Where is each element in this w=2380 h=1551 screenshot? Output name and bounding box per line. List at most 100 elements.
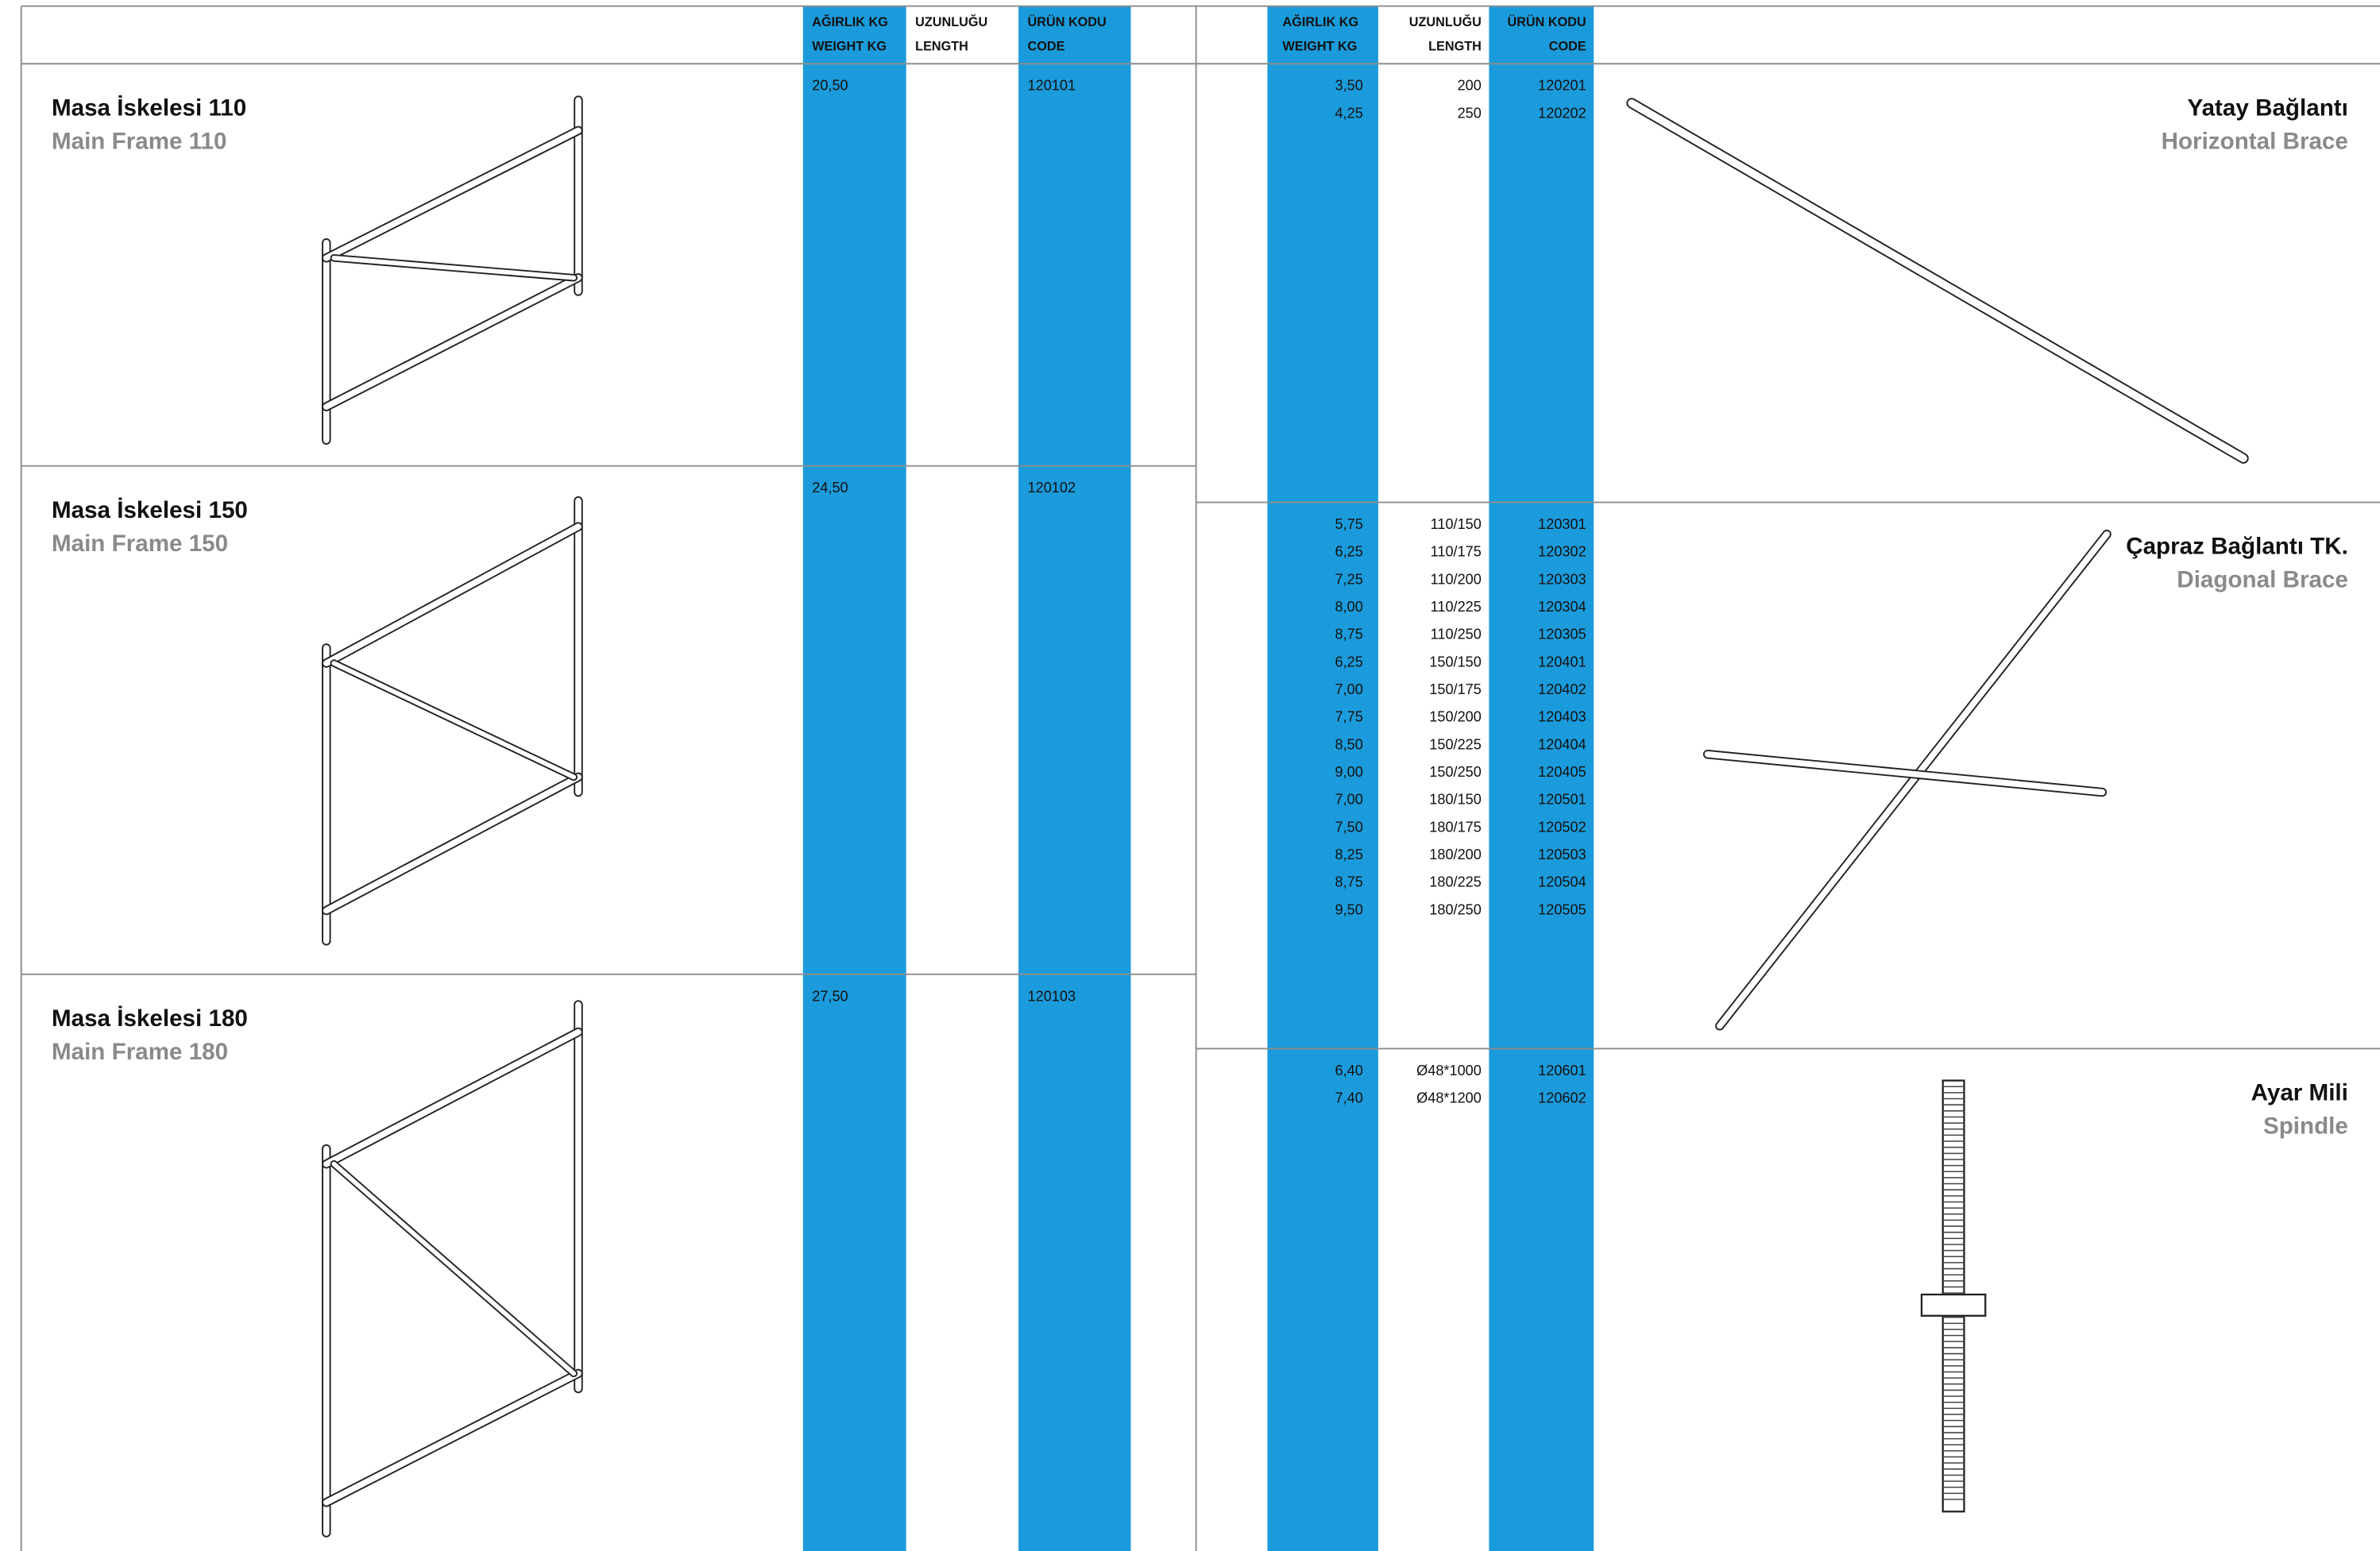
column-header: UZUNLUĞU xyxy=(915,14,987,29)
cell-length: 150/225 xyxy=(1429,736,1482,752)
cell-code: 120101 xyxy=(1028,78,1076,94)
cell-weight: 7,00 xyxy=(1335,681,1363,697)
cell-weight: 24,50 xyxy=(812,480,848,496)
cell-weight: 9,50 xyxy=(1335,901,1363,917)
cell-weight: 8,25 xyxy=(1335,847,1363,862)
column-header: AĞIRLIK KG xyxy=(812,14,888,29)
cell-weight: 8,75 xyxy=(1335,874,1363,890)
cell-code: 120504 xyxy=(1538,874,1586,890)
cell-length: 110/150 xyxy=(1431,516,1482,532)
tube-fill xyxy=(331,661,577,780)
cell-code: 120501 xyxy=(1538,792,1586,808)
code-column xyxy=(1018,6,1131,1551)
cell-code: 120305 xyxy=(1538,627,1586,642)
tube-fill xyxy=(1717,531,2110,1029)
product-name-en: Main Frame 180 xyxy=(52,1039,228,1065)
cell-length: Ø48*1200 xyxy=(1416,1090,1482,1106)
cell-weight: 3,50 xyxy=(1335,78,1363,94)
cell-weight: 27,50 xyxy=(812,988,848,1004)
product-name-en: Main Frame 150 xyxy=(52,531,228,557)
product-name: Yatay Bağlantı xyxy=(2187,95,2347,121)
cell-length: 110/225 xyxy=(1431,599,1482,615)
cell-length: 110/200 xyxy=(1431,571,1482,587)
cell-weight: 6,25 xyxy=(1335,654,1363,669)
cell-weight: 7,40 xyxy=(1335,1090,1363,1106)
cell-weight: 7,25 xyxy=(1335,571,1363,587)
cell-length: 180/225 xyxy=(1429,874,1482,890)
cell-length: 110/175 xyxy=(1431,544,1482,560)
product-name-en: Diagonal Brace xyxy=(2177,567,2348,593)
weight-column xyxy=(802,6,906,1551)
cell-code: 120403 xyxy=(1538,709,1586,725)
tube-fill xyxy=(323,523,581,666)
cell-length: 180/200 xyxy=(1429,847,1482,862)
cell-weight: 8,00 xyxy=(1335,599,1363,615)
cell-code: 120503 xyxy=(1538,847,1586,862)
cell-weight: 9,00 xyxy=(1335,764,1363,780)
cell-weight: 7,00 xyxy=(1335,792,1363,808)
cell-length: 180/175 xyxy=(1429,819,1482,835)
grid xyxy=(20,5,2380,1551)
weight-column xyxy=(1267,6,1378,1551)
cell-code: 120301 xyxy=(1538,516,1586,532)
cell-weight: 7,75 xyxy=(1335,709,1363,725)
cell-code: 120405 xyxy=(1538,764,1586,780)
column-header: ÜRÜN KODU xyxy=(1028,14,1107,29)
cell-weight: 7,50 xyxy=(1335,819,1363,835)
code-column xyxy=(1489,6,1594,1551)
cell-length: 180/150 xyxy=(1429,792,1482,808)
tube-fill xyxy=(323,1028,581,1167)
cell-length: 110/250 xyxy=(1431,627,1482,642)
column-header: LENGTH xyxy=(1428,40,1482,54)
cell-code: 120602 xyxy=(1538,1090,1586,1106)
cell-code: 120302 xyxy=(1538,544,1586,560)
cell-weight: 8,75 xyxy=(1335,627,1363,642)
cell-code: 120103 xyxy=(1028,988,1076,1004)
column-header: AĞIRLIK KG xyxy=(1283,14,1359,29)
product-name: Ayar Mili xyxy=(2251,1080,2348,1106)
cell-code: 120303 xyxy=(1538,571,1586,587)
cell-code: 120102 xyxy=(1028,480,1076,496)
cell-code: 120202 xyxy=(1538,105,1586,121)
product-name: Masa İskelesi 110 xyxy=(52,95,246,121)
cell-weight: 6,40 xyxy=(1335,1063,1363,1078)
cell-code: 120601 xyxy=(1538,1063,1586,1078)
cell-weight: 6,25 xyxy=(1335,544,1363,560)
cell-length: 200 xyxy=(1458,78,1482,94)
product-name-en: Main Frame 110 xyxy=(52,128,227,154)
product-name-en: Spindle xyxy=(2263,1113,2348,1140)
cell-weight: 8,50 xyxy=(1335,736,1363,752)
cell-code: 120304 xyxy=(1538,599,1586,615)
column-header: WEIGHT KG xyxy=(812,40,887,54)
cell-weight: 4,25 xyxy=(1335,105,1363,121)
product-name: Çapraz Bağlantı TK. xyxy=(2126,534,2348,560)
spindle-plate xyxy=(1920,1293,1987,1317)
cell-weight: 20,50 xyxy=(812,78,848,94)
tube-fill xyxy=(323,774,581,914)
cell-length: 150/200 xyxy=(1429,709,1482,725)
tube-fill xyxy=(331,1161,577,1376)
column-header: CODE xyxy=(1028,40,1065,54)
column-header: ÜRÜN KODU xyxy=(1507,14,1586,29)
cell-code: 120505 xyxy=(1538,901,1586,917)
column-header: UZUNLUĞU xyxy=(1409,14,1482,29)
cell-code: 120502 xyxy=(1538,819,1586,835)
column-header: CODE xyxy=(1549,40,1586,54)
cell-length: 150/175 xyxy=(1429,681,1482,697)
cell-code: 120402 xyxy=(1538,681,1586,697)
cell-length: Ø48*1000 xyxy=(1416,1063,1482,1078)
column-header: LENGTH xyxy=(915,40,968,54)
cell-length: 250 xyxy=(1458,105,1482,121)
product-name: Masa İskelesi 180 xyxy=(52,1005,248,1032)
illustrations xyxy=(322,95,2249,1537)
tube-fill xyxy=(331,255,577,280)
cell-code: 120201 xyxy=(1538,78,1586,94)
tube-fill xyxy=(323,274,581,410)
cell-length: 150/250 xyxy=(1429,764,1482,780)
tube-fill xyxy=(1628,99,2247,462)
tube-fill xyxy=(323,1370,581,1506)
cell-length: 150/150 xyxy=(1429,654,1482,669)
cell-weight: 5,75 xyxy=(1335,516,1363,532)
